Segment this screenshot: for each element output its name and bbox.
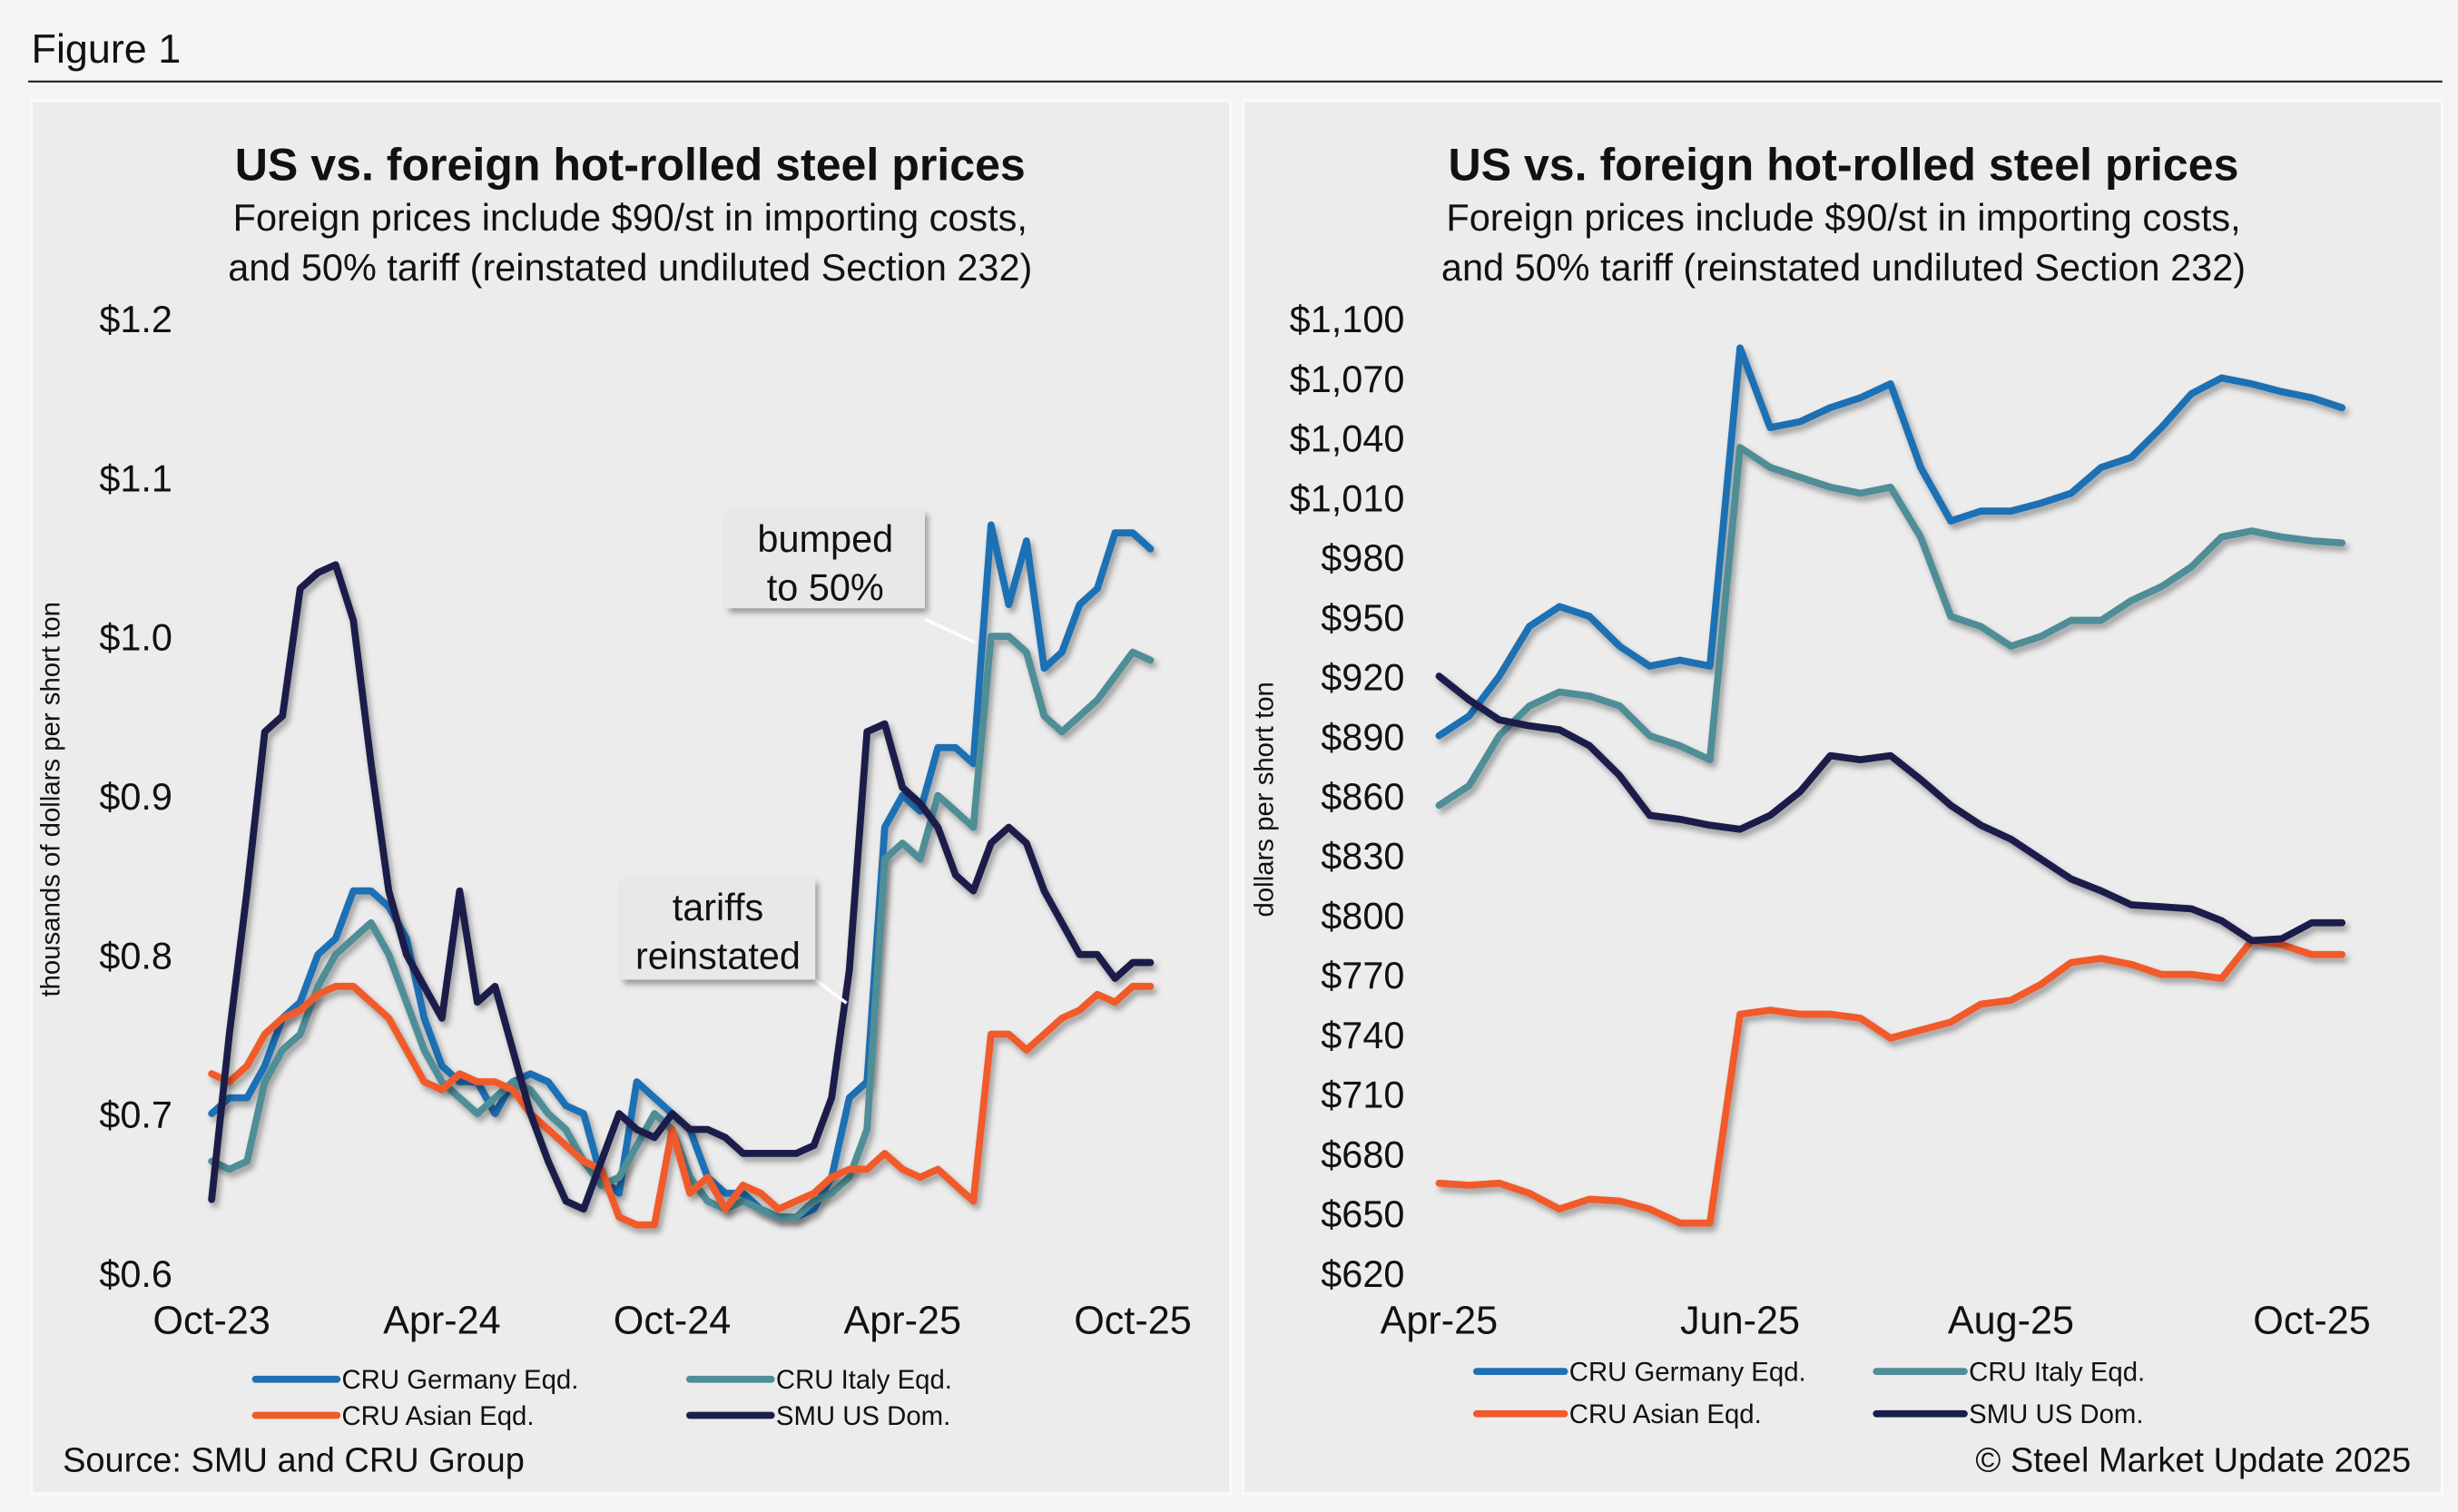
y-axis-title: thousands of dollars per short ton [36,602,66,997]
y-tick-label: $980 [1321,536,1404,579]
y-tick-label: $1,070 [1290,358,1405,400]
legend-label: CRU Asian Eqd. [341,1401,534,1431]
x-tick-label: Apr-25 [843,1300,961,1343]
x-tick-label: Oct-25 [2253,1300,2371,1343]
chart-subtitle: and 50% tariff (reinstated undiluted Sec… [228,246,1032,289]
series-line [208,561,1155,1213]
figure-title: Figure 1 [32,25,182,72]
chart-title: US vs. foreign hot-rolled steel prices [1448,140,2238,191]
annotation-text: to 50% [767,565,884,608]
y-tick-label: $860 [1321,775,1404,818]
y-tick-label: $950 [1321,596,1404,639]
series-line [208,982,1155,1229]
y-axis-title: dollars per short ton [1249,682,1279,917]
chart-title: US vs. foreign hot-rolled steel prices [235,140,1026,191]
y-tick-label: $710 [1321,1074,1404,1116]
x-tick-label: Oct-24 [614,1300,732,1343]
x-tick-label: Aug-25 [1948,1300,2074,1343]
copyright: © Steel Market Update 2025 [1975,1442,2411,1480]
y-tick-label: $650 [1321,1193,1404,1235]
panel [29,98,1233,1496]
y-tick-label: $1,100 [1290,298,1405,340]
y-tick-label: $0.6 [99,1252,172,1295]
y-tick-label: $770 [1321,954,1404,997]
annotation-box [725,509,925,609]
y-tick-label: $830 [1321,835,1404,878]
y-tick-label: $1.1 [99,457,172,499]
y-tick-label: $890 [1321,715,1404,758]
y-tick-label: $1.2 [99,298,172,340]
y-tick-label: $800 [1321,894,1404,937]
x-tick-label: Oct-25 [1074,1300,1192,1343]
y-tick-label: $740 [1321,1014,1404,1056]
chart-subtitle: Foreign prices include $90/st in importi… [233,196,1027,239]
y-tick-label: $1.0 [99,616,172,659]
annotation-box [620,878,816,980]
legend-label: CRU Italy Eqd. [776,1365,952,1395]
legend-label: CRU Italy Eqd. [1969,1358,2145,1388]
y-tick-label: $1,010 [1290,476,1405,519]
y-tick-label: $0.7 [99,1094,172,1136]
annotation-text: bumped [757,517,893,560]
series-line [1435,937,2346,1227]
chart-subtitle: Foreign prices include $90/st in importi… [1446,196,2240,239]
source: Source: SMU and CRU Group [63,1442,525,1480]
annotation-leader [814,978,848,1005]
y-tick-label: $1,040 [1290,417,1405,460]
y-tick-label: $620 [1321,1252,1404,1295]
y-tick-label: $0.9 [99,775,172,818]
annotation-leader [924,617,976,644]
x-tick-label: Apr-24 [383,1300,501,1343]
legend-label: CRU Asian Eqd. [1569,1399,1762,1429]
legend-label: CRU Germany Eqd. [341,1365,578,1395]
series-line [1435,344,2346,740]
x-tick-label: Apr-25 [1381,1300,1499,1343]
y-tick-label: $920 [1321,656,1404,699]
series-line [1435,673,2346,945]
x-tick-label: Oct-23 [152,1300,270,1343]
y-tick-label: $0.8 [99,934,172,977]
annotation-text: reinstated [635,934,801,977]
legend-label: SMU US Dom. [776,1401,950,1431]
panel [1241,98,2444,1496]
legend-label: SMU US Dom. [1969,1399,2143,1429]
y-tick-label: $680 [1321,1133,1404,1175]
x-tick-label: Jun-25 [1680,1300,1800,1343]
legend-label: CRU Germany Eqd. [1569,1358,1806,1388]
series-line [1435,444,2346,810]
annotation-text: tariffs [673,886,764,928]
chart-subtitle: and 50% tariff (reinstated undiluted Sec… [1441,246,2246,289]
